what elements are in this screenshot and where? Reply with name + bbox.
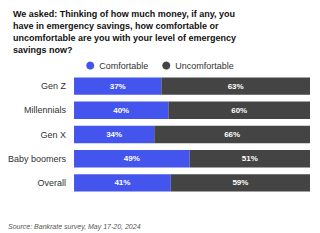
svg-text:41%: 41%	[114, 178, 130, 187]
svg-text:Source: Bankrate survey, May 1: Source: Bankrate survey, May 17-20, 2024	[8, 223, 141, 231]
svg-text:Uncomfortable: Uncomfortable	[175, 61, 234, 71]
svg-text:63%: 63%	[228, 82, 244, 91]
svg-text:49%: 49%	[124, 154, 140, 163]
svg-text:34%: 34%	[106, 130, 122, 139]
svg-text:have in emergency savings, how: have in emergency savings, how comfortab…	[13, 21, 219, 31]
svg-text:Gen Z: Gen Z	[41, 81, 67, 91]
svg-text:Baby boomers: Baby boomers	[8, 154, 67, 164]
svg-text:51%: 51%	[242, 154, 258, 163]
svg-text:savings now?: savings now?	[13, 45, 73, 55]
svg-text:We asked: Thinking of how much: We asked: Thinking of how much money, if…	[13, 9, 235, 19]
svg-text:uncomfortable are you with you: uncomfortable are you with your level of…	[13, 33, 236, 43]
svg-text:Gen X: Gen X	[41, 130, 67, 140]
svg-text:Overall: Overall	[38, 178, 67, 188]
svg-text:Comfortable: Comfortable	[99, 61, 148, 71]
svg-text:Millennials: Millennials	[24, 105, 67, 115]
svg-text:66%: 66%	[224, 130, 240, 139]
svg-text:60%: 60%	[231, 106, 247, 115]
svg-text:40%: 40%	[113, 106, 129, 115]
svg-text:37%: 37%	[110, 82, 126, 91]
svg-text:59%: 59%	[232, 178, 248, 187]
